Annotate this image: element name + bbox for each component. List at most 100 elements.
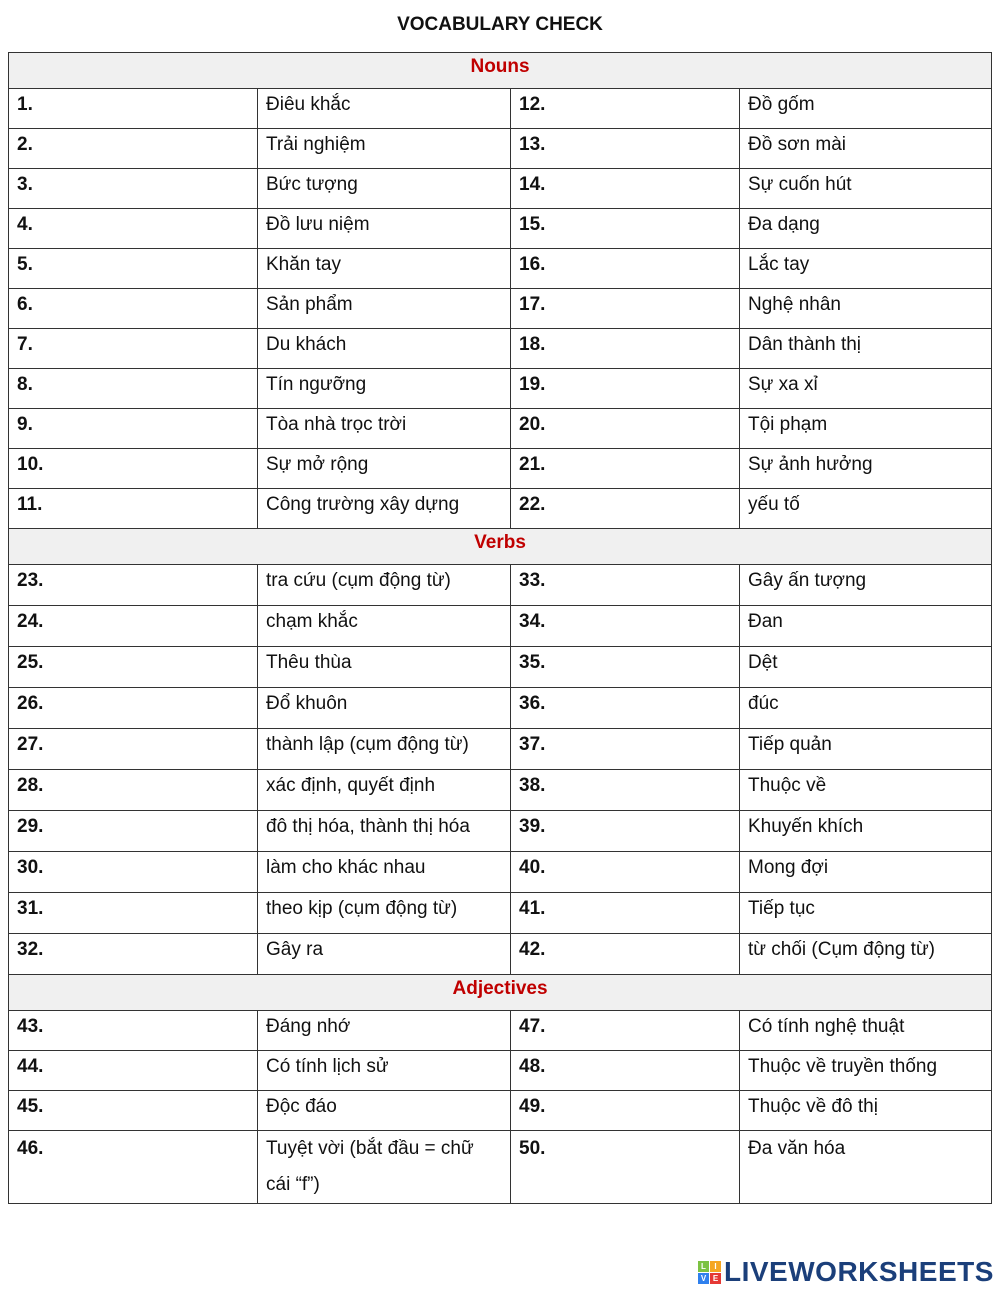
item-meaning: Đồ lưu niệm xyxy=(257,208,511,249)
item-meaning: Đa dạng xyxy=(738,208,993,249)
item-meaning: Tòa nhà trọc trời xyxy=(257,408,511,449)
section-heading: Adjectives xyxy=(7,974,993,1011)
item-number: 4. xyxy=(8,208,258,249)
item-meaning: Đồ gốm xyxy=(738,88,993,129)
item-number: 29. xyxy=(8,810,258,852)
item-number: 41. xyxy=(510,892,740,934)
item-meaning: Dệt xyxy=(738,646,993,688)
item-number: 39. xyxy=(510,810,740,852)
item-number: 48. xyxy=(510,1050,740,1091)
logo-block: V xyxy=(698,1272,709,1284)
item-meaning: xác định, quyết định xyxy=(257,769,511,811)
table-row: 25. Thêu thùa 35. Dệt xyxy=(8,646,993,688)
item-meaning: Sự cuốn hút xyxy=(738,168,993,209)
table-row: 11. Công trường xây dựng 22. yếu tố xyxy=(8,488,993,529)
item-number: 22. xyxy=(510,488,740,529)
item-meaning: Đa văn hóa xyxy=(738,1130,993,1204)
item-meaning: đô thị hóa, thành thị hóa xyxy=(257,810,511,852)
item-number: 31. xyxy=(8,892,258,934)
item-meaning: Thêu thùa xyxy=(257,646,511,688)
item-meaning: Gây ra xyxy=(257,933,511,975)
item-meaning: Nghệ nhân xyxy=(738,288,993,329)
item-number: 13. xyxy=(510,128,740,169)
item-meaning: Công trường xây dựng xyxy=(257,488,511,529)
item-number: 44. xyxy=(8,1050,258,1091)
table-row: 26. Đổ khuôn 36. đúc xyxy=(8,687,993,729)
table-row: 10. Sự mở rộng 21. Sự ảnh hưởng xyxy=(8,448,993,489)
item-number: 10. xyxy=(8,448,258,489)
item-number: 33. xyxy=(510,564,740,606)
item-number: 6. xyxy=(8,288,258,329)
section-header: Verbs xyxy=(7,528,993,565)
item-number: 2. xyxy=(8,128,258,169)
item-number: 12. xyxy=(510,88,740,129)
section-heading: Nouns xyxy=(7,52,993,89)
item-number: 19. xyxy=(510,368,740,409)
item-number: 25. xyxy=(8,646,258,688)
table-row: 46. Tuyệt vời (bắt đầu = chữ cái “f”) 50. Đ… xyxy=(8,1130,993,1204)
section-header: Nouns xyxy=(7,52,993,89)
item-number: 28. xyxy=(8,769,258,811)
item-meaning: Bức tượng xyxy=(257,168,511,209)
item-number: 47. xyxy=(510,1010,740,1051)
item-number: 50. xyxy=(510,1130,740,1204)
item-number: 18. xyxy=(510,328,740,369)
item-number: 20. xyxy=(510,408,740,449)
item-number: 21. xyxy=(510,448,740,489)
table-row: 31. theo kịp (cụm động từ) 41. Tiếp tục xyxy=(8,892,993,934)
item-number: 9. xyxy=(8,408,258,449)
item-number: 40. xyxy=(510,851,740,893)
table-row: 30. làm cho khác nhau 40. Mong đợi xyxy=(8,851,993,893)
item-meaning: Tội phạm xyxy=(738,408,993,449)
table-row: 7. Du khách 18. Dân thành thị xyxy=(8,328,993,369)
item-number: 26. xyxy=(8,687,258,729)
item-number: 14. xyxy=(510,168,740,209)
item-meaning: Độc đáo xyxy=(257,1090,511,1131)
table-row: 3. Bức tượng 14. Sự cuốn hút xyxy=(8,168,993,209)
item-meaning: yếu tố xyxy=(738,488,993,529)
item-number: 43. xyxy=(8,1010,258,1051)
item-meaning: Điêu khắc xyxy=(257,88,511,129)
item-meaning: Đổ khuôn xyxy=(257,687,511,729)
item-meaning: Sản phẩm xyxy=(257,288,511,329)
item-meaning: Sự ảnh hưởng xyxy=(738,448,993,489)
item-meaning: Khăn tay xyxy=(257,248,511,289)
item-number: 45. xyxy=(8,1090,258,1131)
item-number: 3. xyxy=(8,168,258,209)
table-row: 1. Điêu khắc 12. Đồ gốm xyxy=(8,88,993,129)
item-number: 35. xyxy=(510,646,740,688)
item-number: 46. xyxy=(8,1130,258,1204)
item-meaning: Trải nghiệm xyxy=(257,128,511,169)
item-number: 30. xyxy=(8,851,258,893)
item-meaning: Có tính nghệ thuật xyxy=(738,1010,993,1051)
item-meaning: Khuyến khích xyxy=(738,810,993,852)
item-meaning: đúc xyxy=(738,687,993,729)
item-number: 24. xyxy=(8,605,258,647)
item-meaning: Đan xyxy=(738,605,993,647)
item-meaning: theo kịp (cụm động từ) xyxy=(257,892,511,934)
item-meaning: Sự xa xỉ xyxy=(738,368,993,409)
table-row: 6. Sản phẩm 17. Nghệ nhân xyxy=(8,288,993,329)
item-meaning: Có tính lịch sử xyxy=(257,1050,511,1091)
item-meaning: Thuộc về đô thị xyxy=(738,1090,993,1131)
item-number: 38. xyxy=(510,769,740,811)
item-meaning: Tuyệt vời (bắt đầu = chữ cái “f”) xyxy=(257,1130,511,1204)
table-row: 24. chạm khắc 34. Đan xyxy=(8,605,993,647)
item-number: 17. xyxy=(510,288,740,329)
item-meaning: Dân thành thị xyxy=(738,328,993,369)
item-meaning: Tín ngưỡng xyxy=(257,368,511,409)
table-row: 45. Độc đáo 49. Thuộc về đô thị xyxy=(8,1090,993,1131)
item-meaning: Thuộc về truyền thống xyxy=(738,1050,993,1091)
item-meaning: Sự mở rộng xyxy=(257,448,511,489)
table-row: 32. Gây ra 42. từ chối (Cụm động từ) xyxy=(8,933,993,975)
table-row: 2. Trải nghiệm 13. Đồ sơn mài xyxy=(8,128,993,169)
item-meaning: Lắc tay xyxy=(738,248,993,289)
item-meaning: thành lập (cụm động từ) xyxy=(257,728,511,770)
item-meaning: Thuộc về xyxy=(738,769,993,811)
table-row: 29. đô thị hóa, thành thị hóa 39. Khuyến kh… xyxy=(8,810,993,852)
table-row: 28. xác định, quyết định 38. Thuộc về xyxy=(8,769,993,811)
logo-block: L xyxy=(698,1260,709,1272)
table-row: 43. Đáng nhớ 47. Có tính nghệ thuật xyxy=(8,1010,993,1051)
item-number: 42. xyxy=(510,933,740,975)
item-meaning: Tiếp tục xyxy=(738,892,993,934)
